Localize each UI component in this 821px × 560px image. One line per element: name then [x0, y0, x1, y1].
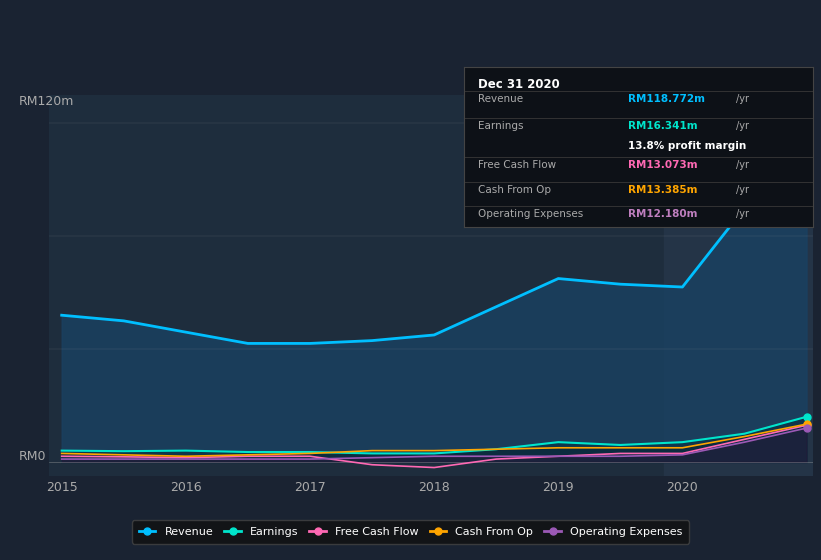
Text: /yr: /yr: [736, 185, 749, 195]
Text: RM13.073m: RM13.073m: [628, 160, 698, 170]
Legend: Revenue, Earnings, Free Cash Flow, Cash From Op, Operating Expenses: Revenue, Earnings, Free Cash Flow, Cash …: [132, 520, 689, 544]
Text: /yr: /yr: [736, 122, 749, 132]
Text: Earnings: Earnings: [478, 122, 523, 132]
Text: 13.8% profit margin: 13.8% profit margin: [628, 141, 746, 151]
Text: RM16.341m: RM16.341m: [628, 122, 698, 132]
Text: RM12.180m: RM12.180m: [628, 209, 697, 220]
Text: RM118.772m: RM118.772m: [628, 94, 705, 104]
Text: Cash From Op: Cash From Op: [478, 185, 551, 195]
Text: /yr: /yr: [736, 160, 749, 170]
Text: Free Cash Flow: Free Cash Flow: [478, 160, 556, 170]
Text: RM13.385m: RM13.385m: [628, 185, 697, 195]
Text: /yr: /yr: [736, 209, 749, 220]
Bar: [664, 95, 813, 476]
Text: Operating Expenses: Operating Expenses: [478, 209, 583, 220]
Text: /yr: /yr: [736, 94, 749, 104]
Text: RM120m: RM120m: [19, 95, 74, 108]
Text: RM0: RM0: [19, 450, 46, 463]
Text: Revenue: Revenue: [478, 94, 523, 104]
Text: Dec 31 2020: Dec 31 2020: [478, 78, 560, 91]
